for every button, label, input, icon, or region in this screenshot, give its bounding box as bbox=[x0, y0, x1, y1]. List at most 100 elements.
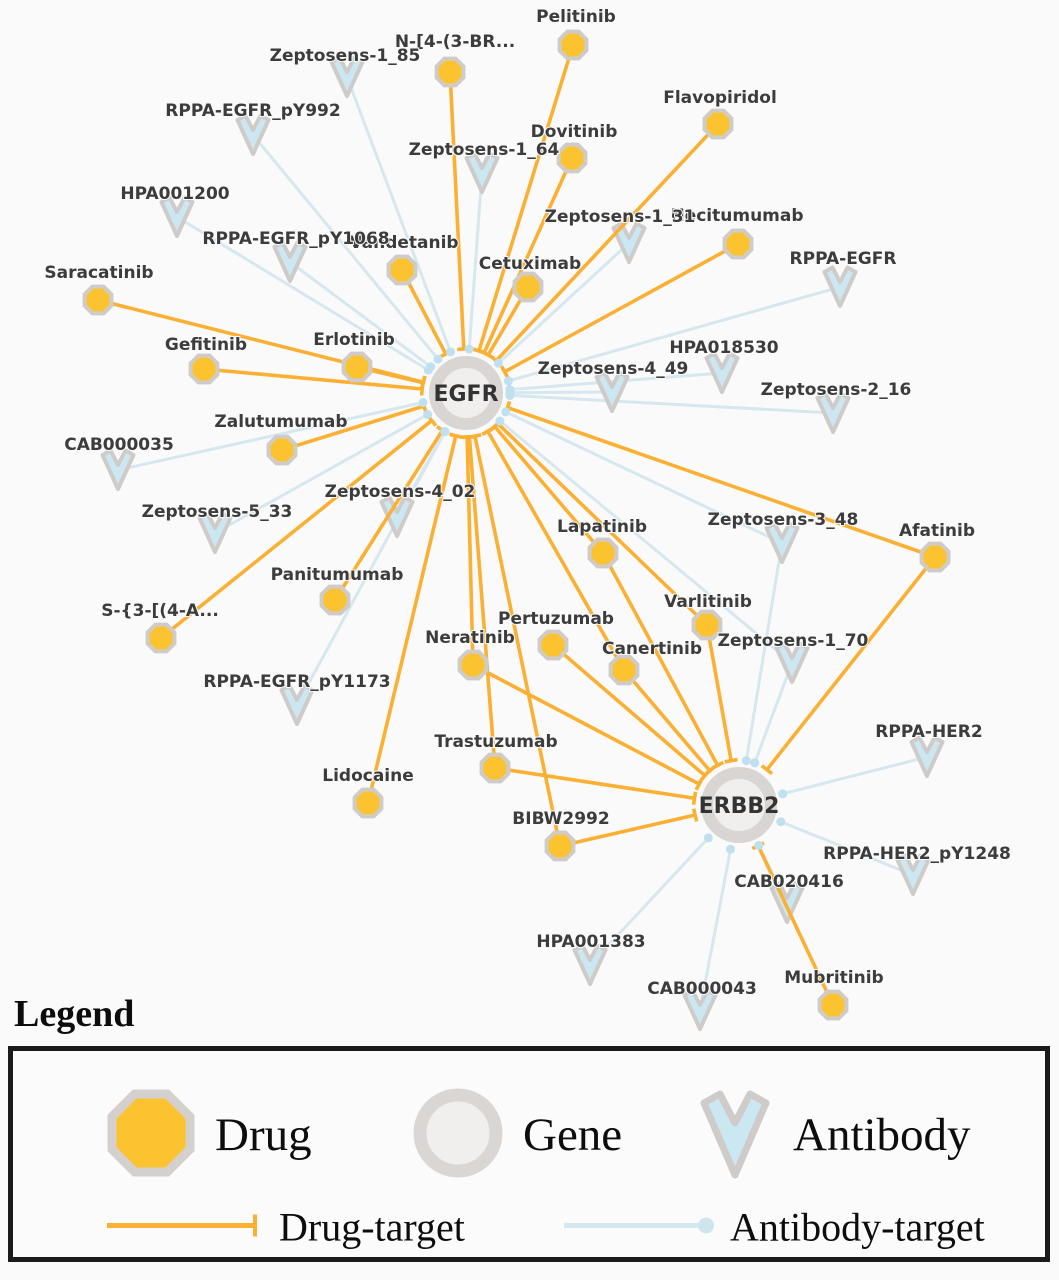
node-antibody-Zeptosens-2_16[interactable] bbox=[815, 391, 851, 434]
node-drug-Varlitinib[interactable] bbox=[691, 609, 723, 641]
node-gene-ERBB2[interactable]: ERBB2 bbox=[699, 767, 780, 843]
antibody-chevron-icon bbox=[329, 55, 365, 98]
inhibition-bar bbox=[724, 757, 738, 764]
edge-Zeptosens-5_33-EGFR bbox=[214, 413, 429, 535]
node-drug-Erlotinib[interactable] bbox=[341, 351, 373, 383]
legend-antibody-target-label: Antibody-target bbox=[730, 1204, 985, 1250]
node-drug-Cetuximab[interactable] bbox=[512, 271, 544, 303]
antibody-edge-dot bbox=[741, 756, 751, 766]
antibody-chevron-icon bbox=[100, 448, 136, 491]
node-drug-Vandetanib[interactable] bbox=[386, 254, 418, 286]
node-drug-Pelitinib[interactable] bbox=[557, 29, 589, 61]
node-drug-Neratinib[interactable] bbox=[457, 649, 489, 681]
node-antibody-Zeptosens-1_64[interactable] bbox=[464, 151, 500, 194]
label-CAB020416: CAB020416 bbox=[734, 872, 844, 892]
drug-octagon-icon bbox=[512, 271, 544, 303]
node-antibody-Zeptosens-4_02[interactable] bbox=[379, 495, 415, 538]
node-drug-Pertuzumab[interactable] bbox=[537, 629, 569, 661]
node-antibody-HPA001383[interactable] bbox=[572, 943, 608, 986]
node-antibody-HPA001200[interactable] bbox=[159, 195, 195, 238]
label-Lapatinib: Lapatinib bbox=[557, 517, 647, 537]
legend-item-antibody-target: Antibody-target bbox=[562, 1204, 985, 1251]
node-drug-Panitumumab[interactable] bbox=[319, 584, 351, 616]
antibody-edge-dot bbox=[418, 398, 428, 408]
label-Vandetanib: Vandetanib bbox=[349, 233, 458, 253]
label-HPA018530: HPA018530 bbox=[669, 338, 778, 358]
node-antibody-Zeptosens-5_33[interactable] bbox=[197, 511, 233, 554]
inhibition-bar bbox=[499, 365, 510, 379]
node-antibody-Zeptosens-1_70[interactable] bbox=[774, 641, 810, 684]
drug-octagon-icon bbox=[82, 284, 114, 316]
node-drug-BIBW2992[interactable] bbox=[544, 830, 576, 862]
label-Zeptosens-4_02: Zeptosens-4_02 bbox=[325, 482, 476, 502]
node-drug-Afatinib[interactable] bbox=[919, 541, 951, 573]
drug-octagon-icon bbox=[386, 254, 418, 286]
antibody-edge-dot bbox=[440, 427, 450, 437]
node-drug-Flavopiridol[interactable] bbox=[702, 108, 734, 140]
node-drug-Gefitinib[interactable] bbox=[188, 353, 220, 385]
legend-drug-label: Drug bbox=[215, 1109, 312, 1161]
node-antibody-Zeptosens-1_85[interactable] bbox=[329, 55, 365, 98]
node-antibody-RPPA-EGFR[interactable] bbox=[822, 265, 858, 308]
node-drug-Dovitinib[interactable] bbox=[556, 142, 588, 174]
node-antibody-CAB000043[interactable] bbox=[682, 988, 718, 1031]
antibody-chevron-icon bbox=[272, 240, 308, 283]
drug-octagon-icon bbox=[145, 622, 177, 654]
node-antibody-RPPA-HER2[interactable] bbox=[909, 735, 945, 778]
node-drug-Necitumumab[interactable] bbox=[722, 228, 754, 260]
node-drug-Lidocaine[interactable] bbox=[352, 787, 384, 819]
node-drug-N-BR[interactable] bbox=[434, 56, 466, 88]
node-drug-Lapatinib[interactable] bbox=[587, 537, 619, 569]
antibody-chevron-icon bbox=[815, 391, 851, 434]
drug-octagon-icon bbox=[556, 142, 588, 174]
node-drug-Saracatinib[interactable] bbox=[82, 284, 114, 316]
edge-Afatinib-ERBB2 bbox=[765, 555, 937, 771]
node-gene-EGFR[interactable]: EGFR bbox=[429, 356, 503, 430]
node-drug-S-A[interactable] bbox=[145, 622, 177, 654]
edge-Canertinib-EGFR bbox=[486, 430, 626, 671]
node-antibody-RPPA-EGFR_pY1068[interactable] bbox=[272, 240, 308, 283]
node-antibody-RPPA-EGFR_pY992[interactable] bbox=[235, 113, 271, 156]
label-RPPA-EGFR_pY1068: RPPA-EGFR_pY1068 bbox=[202, 229, 389, 249]
edge-Zalutumumab-EGFR bbox=[281, 404, 425, 452]
node-antibody-CAB000035[interactable] bbox=[100, 448, 136, 491]
node-antibody-HPA018530[interactable] bbox=[704, 351, 740, 394]
antibody-edge-dot bbox=[445, 347, 455, 357]
edge-Lapatinib-EGFR bbox=[493, 425, 605, 555]
drug-octagon-icon bbox=[341, 351, 373, 383]
node-antibody-Zeptosens-1_31[interactable] bbox=[611, 221, 647, 264]
antibody-edge-dot bbox=[750, 758, 760, 768]
node-drug-Canertinib[interactable] bbox=[608, 654, 640, 686]
label-RPPA-EGFR_pY1173: RPPA-EGFR_pY1173 bbox=[203, 672, 390, 692]
node-drug-Mubritinib[interactable] bbox=[817, 989, 849, 1021]
label-RPPA-HER2_pY1248: RPPA-HER2_pY1248 bbox=[823, 844, 1011, 864]
antibody-edge-dot bbox=[426, 362, 436, 372]
legend-title: Legend bbox=[14, 993, 135, 1035]
antibody-edge-dot bbox=[493, 358, 503, 368]
label-HPA001200: HPA001200 bbox=[120, 184, 229, 204]
node-antibody-RPPA-EGFR_pY1173[interactable] bbox=[279, 683, 315, 726]
antibody-edge-dot bbox=[501, 407, 511, 417]
gene-circle-icon bbox=[429, 356, 503, 430]
node-drug-Zalutumumab[interactable] bbox=[266, 434, 298, 466]
antibody-edge-dot bbox=[503, 376, 513, 386]
inhibition-bar bbox=[691, 808, 699, 822]
edge-Zeptosens-1_85-EGFR bbox=[345, 76, 452, 353]
antibody-chevron-icon bbox=[594, 370, 630, 413]
label-S-A: S-{3-[(4-A... bbox=[101, 601, 219, 621]
drug-octagon-icon bbox=[352, 787, 384, 819]
inhibition-bar bbox=[481, 426, 495, 437]
drug-octagon-icon bbox=[457, 649, 489, 681]
antibody-edge-dot bbox=[495, 416, 505, 426]
node-drug-Trastuzumab[interactable] bbox=[479, 752, 511, 784]
node-antibody-RPPA-HER2_pY1248[interactable] bbox=[895, 853, 931, 896]
edge-Zeptosens-2_16-EGFR bbox=[509, 393, 834, 415]
node-antibody-Zeptosens-3_48[interactable] bbox=[764, 521, 800, 564]
node-antibody-Zeptosens-4_49[interactable] bbox=[594, 370, 630, 413]
label-RPPA-HER2: RPPA-HER2 bbox=[875, 722, 982, 742]
antibody-target-edge-icon bbox=[562, 1211, 720, 1243]
label-Zeptosens-1_70: Zeptosens-1_70 bbox=[718, 631, 869, 651]
drug-octagon-icon bbox=[479, 752, 511, 784]
legend-box: Drug Gene Antibody bbox=[8, 1046, 1050, 1262]
edge-Neratinib-ERBB2 bbox=[472, 663, 701, 786]
